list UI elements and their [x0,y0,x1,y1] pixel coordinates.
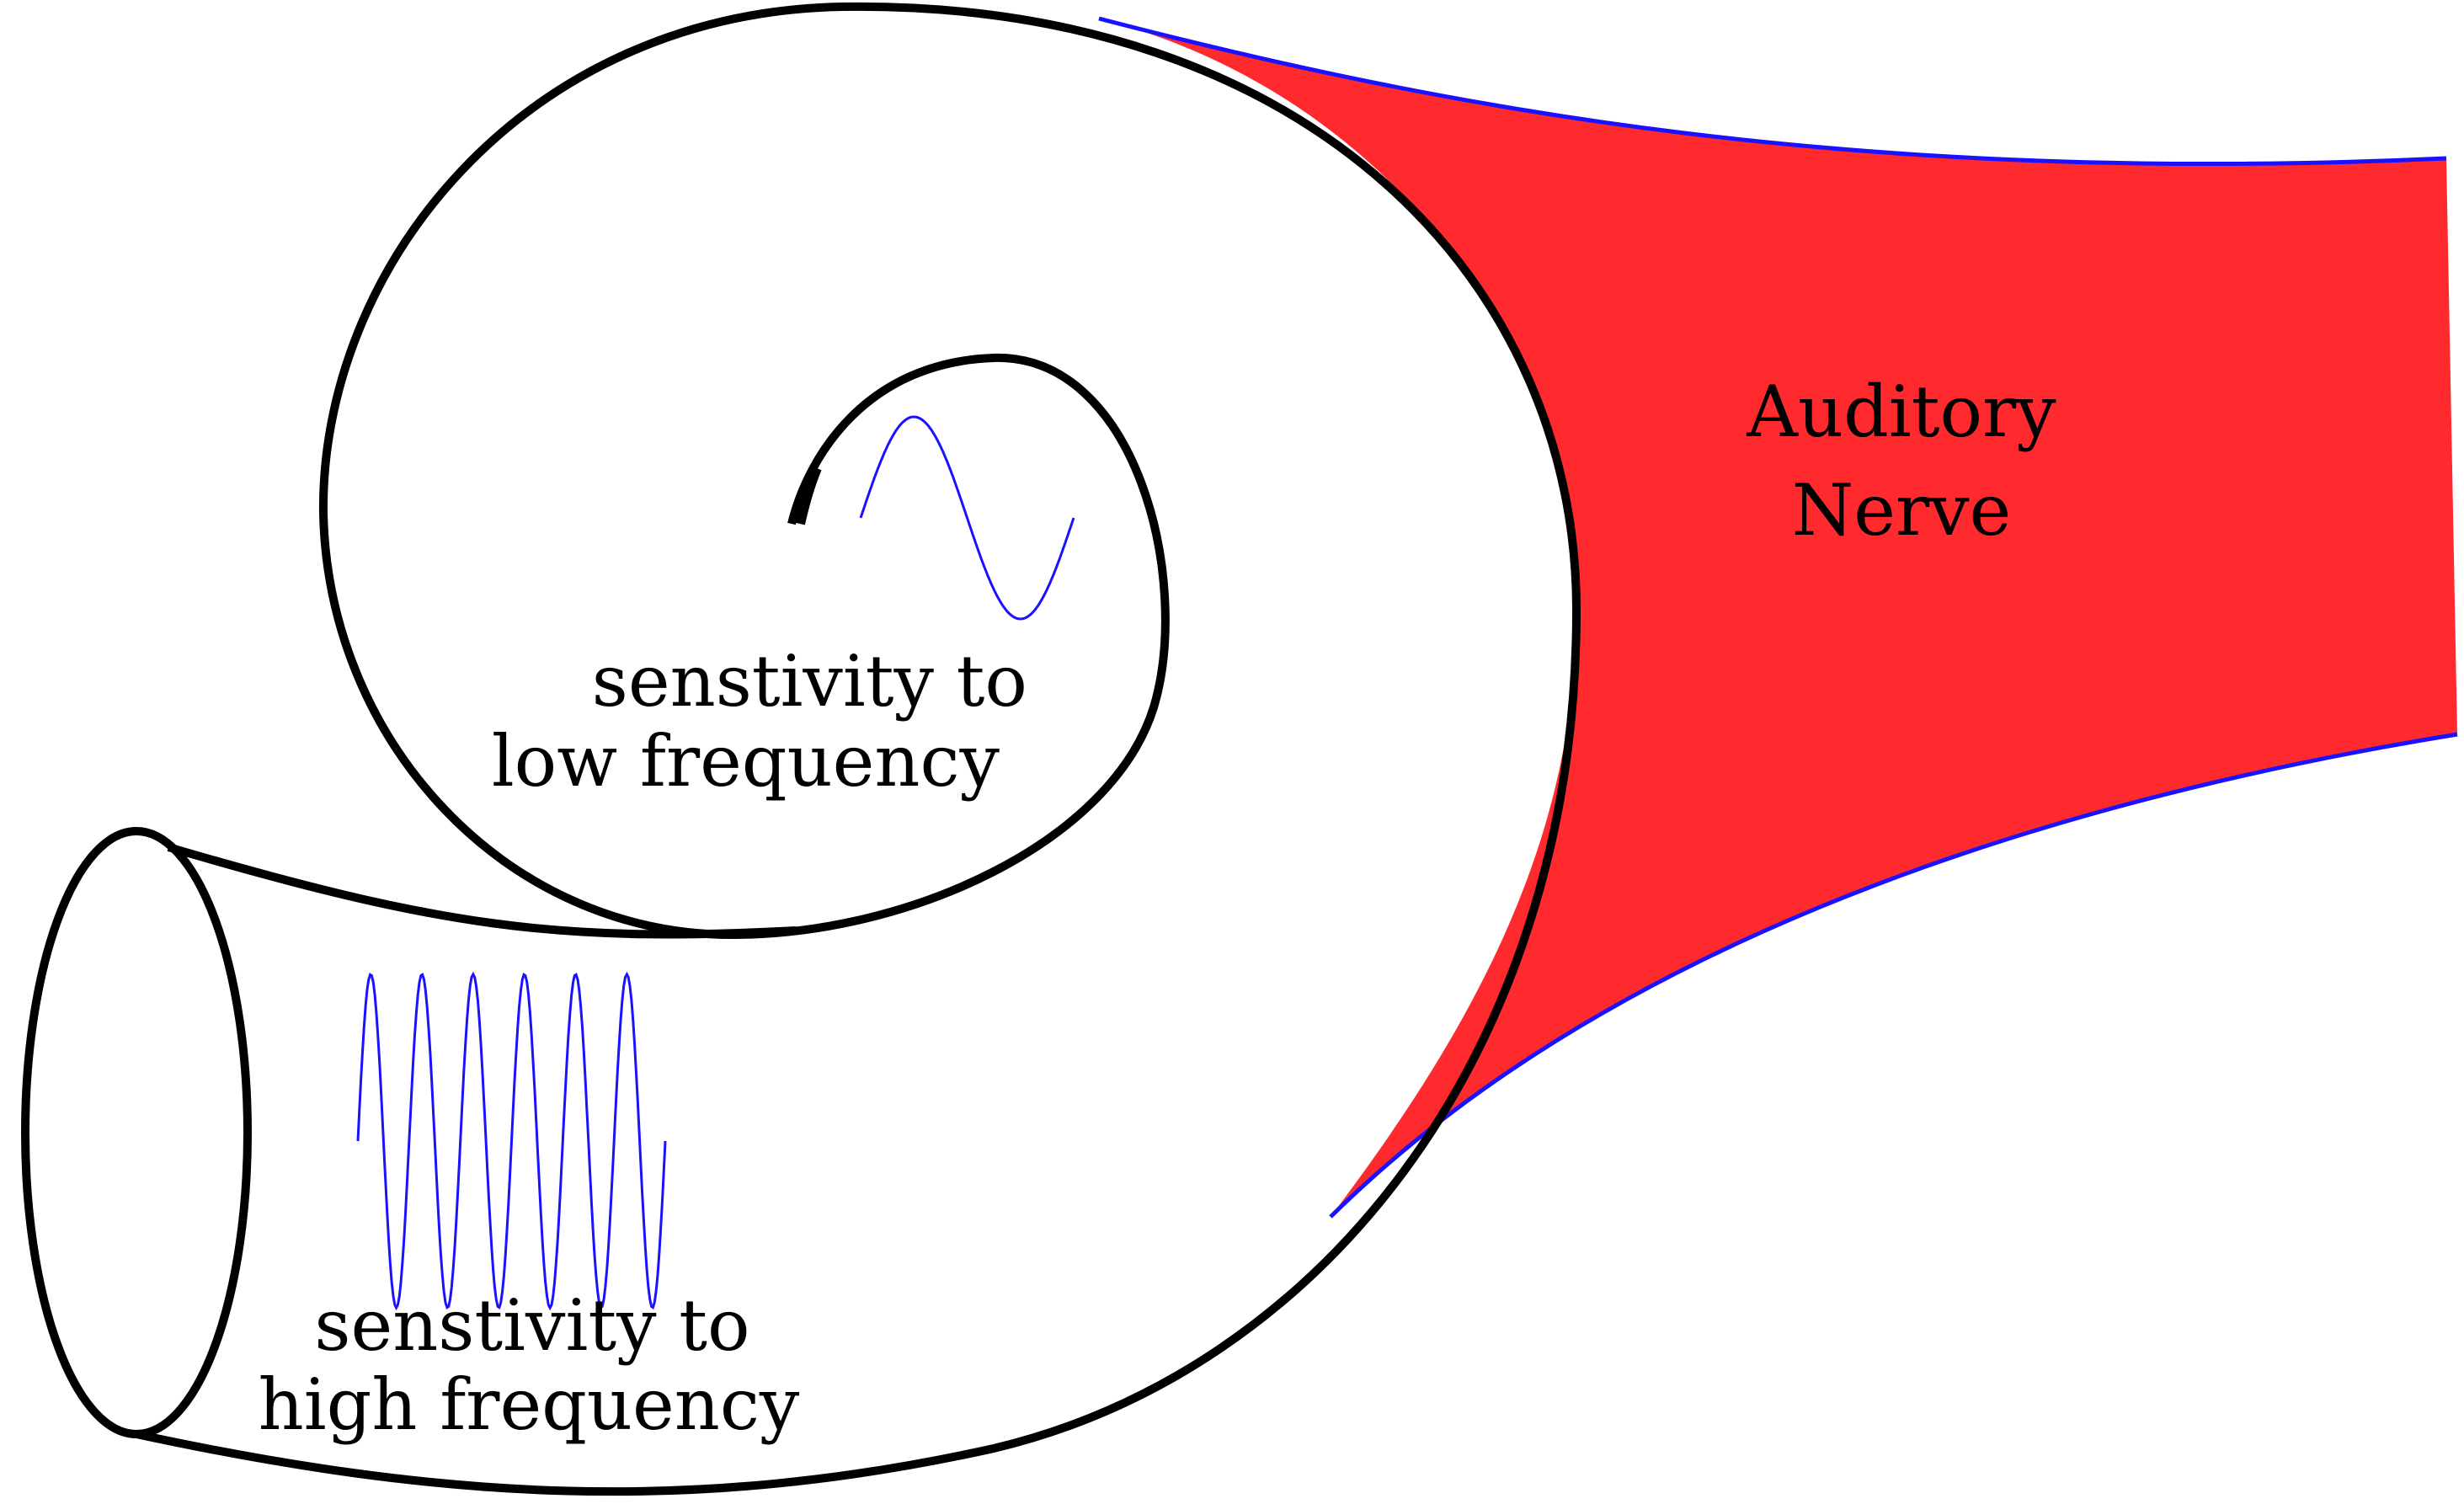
cochlea-spiral-outline [135,2,1581,1496]
low-frequency-label-line2: low frequency [492,720,1000,803]
nerve-top-edge [1098,16,2447,167]
low-frequency-label-line1: senstivity to [592,640,1027,723]
high-frequency-label-line2: high frequency [259,1363,800,1446]
nerve-bottom-edge [1329,732,2458,1219]
auditory-nerve-shape [1099,19,2457,1217]
tube-top-edge [167,843,797,939]
low-frequency-wave [859,415,1075,621]
nerve-label-line2: Nerve [1792,469,2012,552]
nerve-label-line1: Auditory [1746,371,2056,453]
cochlea-tube-opening [21,827,252,1438]
high-frequency-wave [356,971,667,1311]
high-frequency-label-line1: senstivity to [314,1284,749,1367]
spiral-inner-end [795,466,822,525]
